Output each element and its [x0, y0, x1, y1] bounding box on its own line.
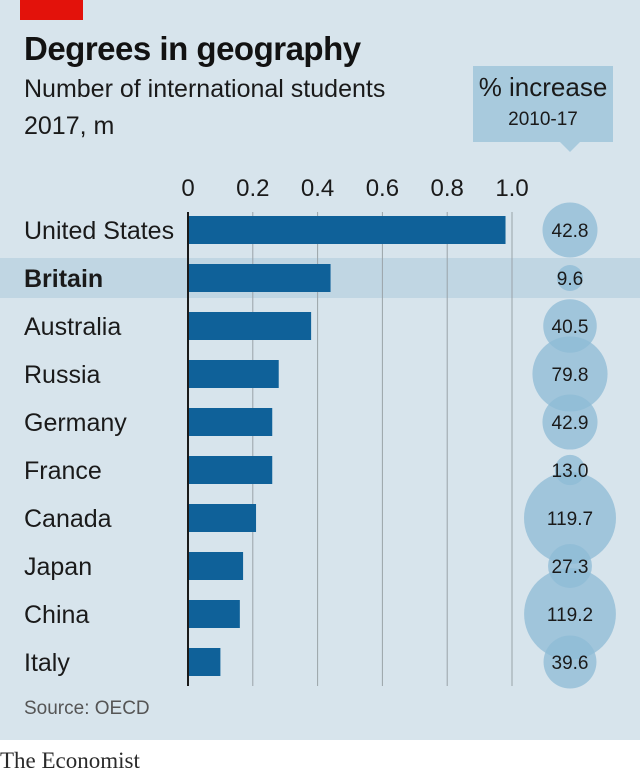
increase-value-label: 79.8 [552, 365, 589, 386]
increase-bubble [543, 635, 597, 689]
category-label: Germany [24, 409, 127, 437]
category-label: Canada [24, 505, 112, 533]
increase-header-box [473, 66, 613, 142]
publisher-name: The Economist [0, 748, 140, 773]
category-label: France [24, 457, 102, 485]
bar-chart: 0 0.2 0.4 0.6 0.8 1.0 United States Britain Aust… [0, 175, 640, 689]
source-note: Source: OECD [24, 698, 150, 719]
category-label: Italy [24, 649, 70, 677]
increase-bubble [556, 264, 584, 292]
category-label: United States [24, 217, 174, 245]
bar [188, 504, 257, 532]
brand-tag [20, 0, 83, 20]
increase-value-label: 119.2 [547, 605, 593, 626]
x-tick-label: 0 [181, 175, 194, 202]
increase-value-label: 42.9 [552, 413, 589, 434]
bar [188, 216, 506, 244]
chart-unit: 2017, m [24, 112, 115, 140]
bar [188, 408, 273, 436]
increase-value-label: 27.3 [552, 557, 589, 578]
category-label: Japan [24, 553, 92, 581]
bar [188, 552, 244, 580]
x-tick-label: 0.4 [301, 175, 334, 202]
increase-value-label: 9.6 [557, 269, 583, 290]
category-label: Britain [24, 265, 103, 293]
chart-subtitle: Number of international students [24, 75, 386, 103]
x-tick-label: 0.2 [236, 175, 269, 202]
increase-bubble [524, 568, 616, 660]
x-tick-label: 0.8 [431, 175, 464, 202]
x-tick-label: 1.0 [495, 175, 528, 202]
increase-header-period: 2010-17 [508, 109, 578, 130]
increase-bubble [542, 202, 598, 258]
increase-bubble [542, 394, 598, 450]
increase-header-pointer [560, 142, 580, 152]
bar [188, 312, 312, 340]
increase-value-label: 13.0 [552, 461, 589, 482]
x-tick-label: 0.6 [366, 175, 399, 202]
increase-header-label: % increase [478, 72, 608, 102]
category-label: Australia [24, 313, 121, 341]
increase-value-label: 119.7 [547, 509, 593, 530]
increase-value-label: 42.8 [552, 221, 589, 242]
category-label: China [24, 601, 89, 629]
bar [188, 600, 240, 628]
chart-title: Degrees in geography [24, 30, 361, 67]
increase-value-label: 39.6 [552, 653, 589, 674]
increase-bubble [524, 472, 616, 564]
bar [188, 360, 279, 388]
bar [188, 648, 221, 676]
increase-bubble [532, 336, 608, 412]
category-label: Russia [24, 361, 101, 389]
bar [188, 456, 273, 484]
bar [188, 264, 331, 292]
increase-value-label: 40.5 [552, 317, 589, 338]
